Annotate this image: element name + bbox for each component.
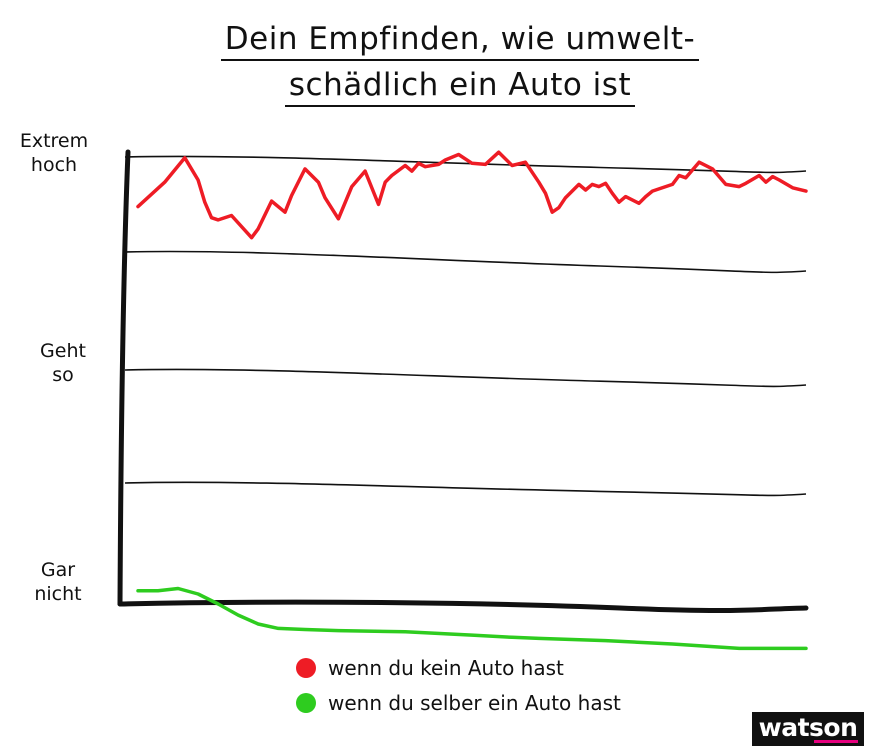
chart-title-line-1: Dein Empfinden, wie umwelt- [180, 24, 740, 61]
legend-item-no-car: wenn du kein Auto hast [296, 656, 564, 680]
y-tick-label-low-line1: Gar [40, 559, 76, 581]
y-tick-label-mid-line1: Geht [40, 340, 86, 362]
y-tick-label-high-line1: Extrem [19, 130, 89, 152]
series-line-no-car [136, 150, 808, 240]
grid-line [124, 155, 807, 174]
watson-logo-text: watson [758, 713, 858, 742]
legend-marker-red [296, 658, 316, 678]
y-tick-label-mid: Geht so [8, 339, 118, 387]
series-line-own-car [136, 586, 808, 651]
chart-plot [117, 149, 809, 651]
grid-line [124, 481, 807, 497]
grid-line [124, 250, 807, 274]
grid-lines [124, 155, 807, 497]
watson-logo-accent-bar [814, 740, 858, 743]
x-axis-line [117, 599, 809, 613]
legend-marker-green [296, 693, 316, 713]
chart-title-line-2: schädlich ein Auto ist [180, 70, 740, 107]
y-tick-label-low: Gar nicht [3, 558, 113, 606]
y-tick-label-low-line2: nicht [34, 583, 82, 605]
legend-label-own-car: wenn du selber ein Auto hast [328, 691, 621, 715]
y-tick-label-mid-line2: so [52, 364, 74, 386]
chart-title-text-2: schädlich ein Auto ist [284, 70, 636, 107]
legend-item-own-car: wenn du selber ein Auto hast [296, 691, 621, 715]
chart-title-text-1: Dein Empfinden, wie umwelt- [220, 24, 700, 61]
axes [117, 149, 809, 613]
grid-line [124, 368, 807, 388]
watson-logo: watson [752, 712, 864, 746]
y-axis-line [117, 149, 131, 607]
y-tick-label-high: Extrem hoch [0, 129, 109, 177]
legend-label-no-car: wenn du kein Auto hast [328, 656, 564, 680]
series-lines [136, 150, 808, 651]
y-tick-label-high-line2: hoch [30, 154, 78, 176]
